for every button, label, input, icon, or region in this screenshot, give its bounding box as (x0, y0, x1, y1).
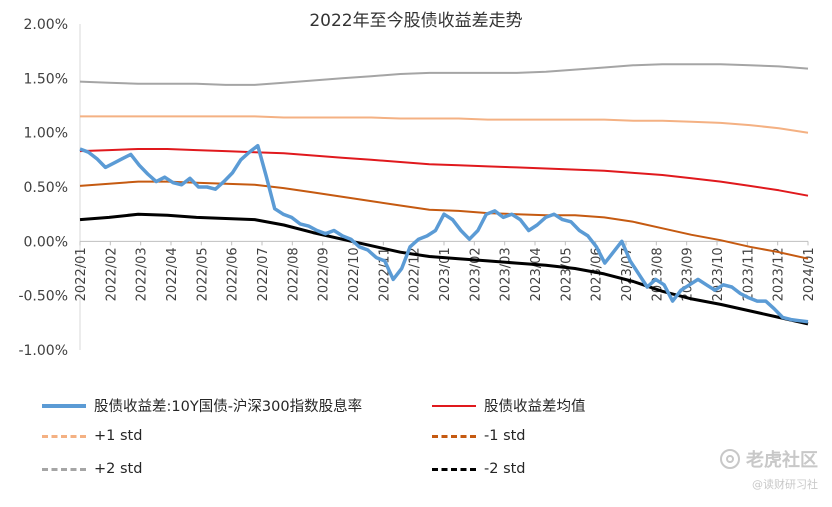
y-tick-label: -1.00% (18, 343, 68, 359)
x-tick-label: 2022/08 (286, 247, 301, 301)
watermark: 老虎社区 @读财研习社 (720, 446, 818, 492)
x-tick-label: 2022/06 (226, 247, 241, 301)
watermark-brand: 老虎社区 (746, 450, 818, 471)
y-tick-label: 1.00% (24, 126, 68, 142)
series-line-2 (80, 115, 809, 134)
x-tick-label: 2022/04 (165, 247, 180, 301)
series-line-3 (79, 180, 809, 260)
legend-item-spread: 股债收益差:10Y国债-沪深300指数股息率 (42, 395, 362, 416)
x-tick-label: 2022/12 (408, 247, 423, 301)
y-tick-label: 1.50% (24, 71, 68, 87)
x-tick-label: 2022/03 (135, 247, 150, 301)
x-tick-label: 2023/06 (590, 247, 605, 301)
legend-item-minus1std: -1 std (432, 428, 526, 444)
series-line-5 (79, 212, 809, 326)
legend-swatch-minus2std (432, 467, 476, 471)
legend-swatch-minus1std (432, 434, 476, 438)
x-tick-label: 2023/01 (438, 247, 453, 301)
x-tick-label: 2023/11 (741, 247, 756, 301)
legend-label-spread: 股债收益差:10Y国债-沪深300指数股息率 (94, 399, 363, 415)
x-tick-label: 2022/05 (195, 247, 210, 301)
x-tick-label: 2023/10 (711, 247, 726, 301)
legend-label-plus2std: +2 std (94, 461, 143, 477)
y-tick-label: -0.50% (18, 289, 68, 305)
x-tick-label: 2023/12 (772, 247, 787, 301)
y-tick-label: 0.00% (24, 234, 68, 250)
watermark-handle: @读财研习社 (752, 478, 818, 491)
legend-label-mean: 股债收益差均值 (484, 399, 586, 415)
x-tick-label: 2023/05 (559, 247, 574, 301)
legend-swatch-plus1std (42, 434, 86, 438)
legend-item-mean: 股债收益差均值 (432, 395, 586, 416)
x-tick-label: 2022/01 (74, 247, 89, 301)
legend-label-minus1std: -1 std (484, 428, 526, 444)
legend-swatch-mean (432, 404, 476, 407)
series-line-1 (79, 148, 809, 197)
legend-item-plus2std: +2 std (42, 461, 142, 477)
y-tick-label: 0.50% (24, 180, 68, 196)
x-tick-label: 2023/04 (529, 247, 544, 301)
series-line-0 (79, 143, 809, 324)
chart-title: 2022年至今股债收益差走势 (309, 11, 523, 31)
x-tick-label: 2022/09 (317, 247, 332, 301)
legend-item-minus2std: -2 std (432, 461, 526, 477)
legend-label-minus2std: -2 std (484, 461, 526, 477)
legend-label-plus1std: +1 std (94, 428, 143, 444)
y-tick-label: 2.00% (24, 17, 68, 33)
x-tick-label: 2022/02 (104, 247, 119, 301)
tiger-logo-icon (720, 449, 740, 469)
legend-swatch-spread (42, 403, 86, 408)
series-line-4 (79, 63, 809, 86)
legend-swatch-plus2std (42, 467, 86, 471)
legend-item-plus1std: +1 std (42, 428, 142, 444)
x-tick-label: 2022/10 (347, 247, 362, 301)
x-tick-label: 2024/01 (802, 247, 817, 301)
x-tick-label: 2022/07 (256, 247, 271, 301)
